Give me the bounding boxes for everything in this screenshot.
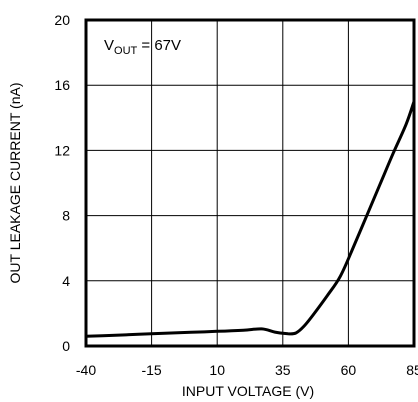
series-group [84, 100, 416, 338]
x-axis-title: INPUT VOLTAGE (V) [182, 383, 314, 399]
x-tick-label: 35 [275, 362, 291, 378]
plot-frame [84, 18, 416, 348]
y-tick-label: 16 [54, 77, 70, 93]
x-tick-label: 60 [341, 362, 357, 378]
annotation-suffix: = 67V [137, 37, 181, 54]
y-axis-title: OUT LEAKAGE CURRENT (nA) [7, 83, 23, 284]
annotation-subscript: OUT [114, 45, 138, 57]
x-tick-label: 10 [209, 362, 225, 378]
grid-lines [86, 20, 414, 346]
x-tick-label: -40 [76, 362, 96, 378]
y-tick-labels: 0 4 8 12 16 20 [54, 12, 70, 354]
x-tick-labels: -40 -15 10 35 60 85 [76, 362, 418, 378]
x-tick-label: -15 [141, 362, 161, 378]
y-tick-label: 4 [62, 273, 70, 289]
x-tick-label: 85 [406, 362, 418, 378]
y-tick-label: 0 [62, 338, 70, 354]
y-tick-label: 8 [62, 208, 70, 224]
plot-area [84, 18, 416, 348]
y-tick-label: 20 [54, 12, 70, 28]
annotation-prefix: V [104, 37, 114, 54]
annotation-vout: VOUT = 67V [104, 37, 181, 57]
series-line [84, 100, 416, 338]
y-tick-label: 12 [54, 142, 70, 158]
